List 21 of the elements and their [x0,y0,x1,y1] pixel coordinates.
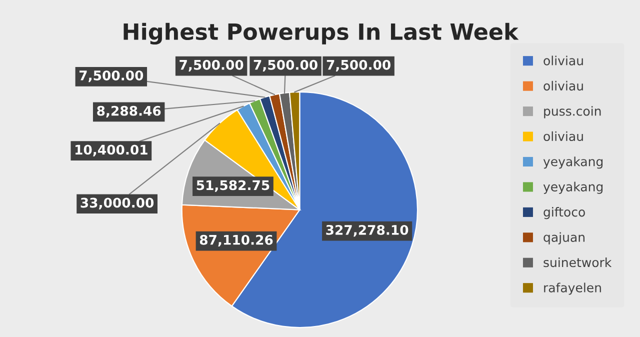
legend-label: oliviau [544,131,583,142]
legend-label: suinetwork [544,257,612,268]
data-label: 7,500.00 [254,60,318,72]
data-label: 7,500.00 [326,60,390,72]
legend-label: qajuan [544,232,584,244]
data-label: 33,000.00 [80,198,154,210]
data-label: 327,278.10 [326,224,408,237]
legend-label: yeyakang [543,156,603,169]
legend-label: oliviau [544,80,583,91]
data-label: 7,500.00 [80,70,144,82]
legend-label: puss.coin [544,106,601,118]
legend-label: oliviau [544,56,583,66]
data-label: 8,288.46 [97,106,161,118]
legend-label: rafayelen [544,282,601,295]
data-label: 7,500.00 [180,60,244,72]
legend-label: yeyakang [543,182,603,194]
legend-label: giftoco [544,207,585,220]
data-label: 51,582.75 [196,180,270,192]
data-label: 87,110.26 [200,234,273,247]
data-label: 10,400.01 [76,144,148,156]
chart-title: Highest Powerups In Last Week [124,22,519,45]
